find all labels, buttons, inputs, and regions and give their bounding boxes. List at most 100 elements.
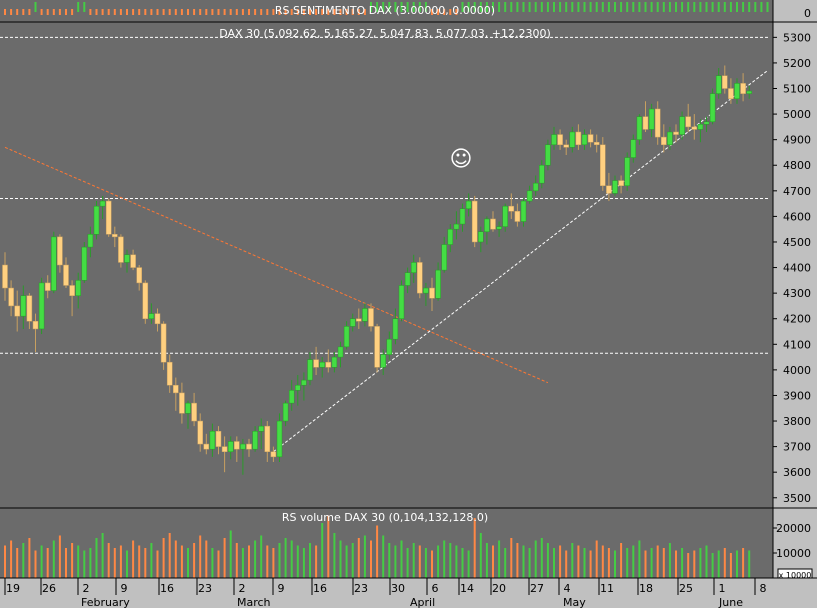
candle [429, 277, 435, 312]
candle [246, 438, 252, 457]
candle-body [539, 164, 545, 184]
x-axis-day-label: 16 [313, 582, 327, 595]
candle [288, 380, 295, 411]
volume-bar [132, 540, 135, 578]
sentiment-bar [601, 2, 604, 12]
candle-body [593, 141, 600, 146]
volume-bar [357, 538, 360, 578]
x-axis-day-labels: 19 26 2 9 16 23 2 9 16 23 30 6 14 20 27 4 11 18 25 1 8 [4, 578, 767, 595]
candle-body [185, 402, 191, 414]
sentiment-bar [522, 2, 525, 12]
candle [679, 111, 685, 140]
sentiment-bar [101, 9, 104, 15]
candle-body [648, 108, 655, 130]
sentiment-bar [650, 2, 653, 12]
volume-bar [687, 553, 690, 578]
price-axis-label: 5300 [783, 31, 811, 44]
sentiment-bar [473, 2, 476, 12]
sentiment-bar [113, 9, 116, 15]
candle [508, 193, 515, 219]
sentiment-bar [351, 9, 354, 15]
sentiment-bar [394, 2, 397, 12]
x-axis-month-labels: February March April May June [81, 596, 743, 608]
candle-body [606, 185, 612, 194]
sentiment-bar [675, 2, 677, 12]
candle [746, 85, 752, 99]
candle-body [612, 180, 618, 194]
volume-bar [473, 518, 476, 578]
candle-body [252, 431, 258, 450]
candle [398, 280, 405, 322]
candle-body [99, 200, 106, 207]
sentiment-bar [95, 9, 98, 15]
volume-bar [492, 545, 494, 578]
candle-body [26, 295, 33, 322]
candle-body [471, 200, 478, 243]
sentiment-bar [449, 9, 452, 15]
sentiment-bar [540, 2, 543, 12]
candle [386, 331, 393, 360]
candle [569, 126, 576, 153]
price-axis-label: 4300 [783, 287, 811, 300]
candle-body [203, 443, 210, 450]
candle [20, 285, 27, 329]
candle-body [502, 205, 508, 227]
volume-bar [540, 538, 543, 578]
candle [478, 226, 484, 253]
sentiment-bar [766, 2, 769, 12]
sentiment-bar [559, 2, 562, 12]
x-axis-day-label: 30 [391, 582, 405, 595]
candle [593, 134, 600, 153]
sentiment-bar [315, 9, 318, 15]
sentiment-bar [742, 2, 745, 12]
candle [14, 290, 20, 332]
smiley-annotation: ☺ [450, 147, 473, 172]
candle [709, 88, 716, 125]
sentiment-bar [681, 2, 684, 12]
volume-bar [138, 545, 141, 578]
sentiment-bar [736, 2, 738, 12]
volume-bar [16, 548, 19, 578]
volume-bar [510, 538, 513, 578]
volume-bar [339, 540, 342, 578]
candle-body [441, 244, 447, 271]
candle [197, 413, 203, 452]
right-axis-background [773, 0, 817, 578]
sentiment-bar [748, 2, 751, 12]
volume-bar [351, 543, 354, 578]
candle [453, 211, 460, 240]
candle [87, 226, 94, 258]
volume-bar [418, 545, 421, 578]
price-axis-label: 4600 [783, 210, 811, 223]
candle [240, 438, 246, 475]
sentiment-bar [174, 9, 177, 15]
sentiment-bar [309, 9, 311, 15]
sentiment-bar [52, 9, 55, 15]
volume-bar [40, 545, 43, 578]
sentiment-bar [187, 9, 189, 15]
sentiment-bar [40, 9, 43, 15]
candle-body [118, 236, 124, 263]
volume-bar [455, 545, 458, 578]
candle-body [734, 83, 740, 99]
volume-bar [168, 533, 171, 578]
sentiment-bar [180, 9, 183, 15]
x-axis-day-label: 23 [198, 582, 212, 595]
sentiment-bar [595, 2, 598, 12]
candle [648, 103, 655, 138]
candle [423, 282, 429, 306]
candle-body [490, 218, 496, 230]
volume-bar [736, 550, 738, 578]
volume-bar [723, 548, 726, 578]
volume-bar [589, 550, 592, 578]
sentiment-bar [4, 9, 6, 15]
price-axis-label: 3600 [783, 466, 811, 479]
sentiment-bar [455, 9, 458, 15]
candle [51, 231, 57, 294]
sentiment-bar [156, 9, 159, 15]
sentiment-bar [321, 9, 324, 15]
x-axis-day-label: 11 [600, 582, 614, 595]
sentiment-bar [339, 9, 342, 15]
price-axis-label: 5000 [783, 108, 811, 121]
candle-body [209, 431, 216, 450]
